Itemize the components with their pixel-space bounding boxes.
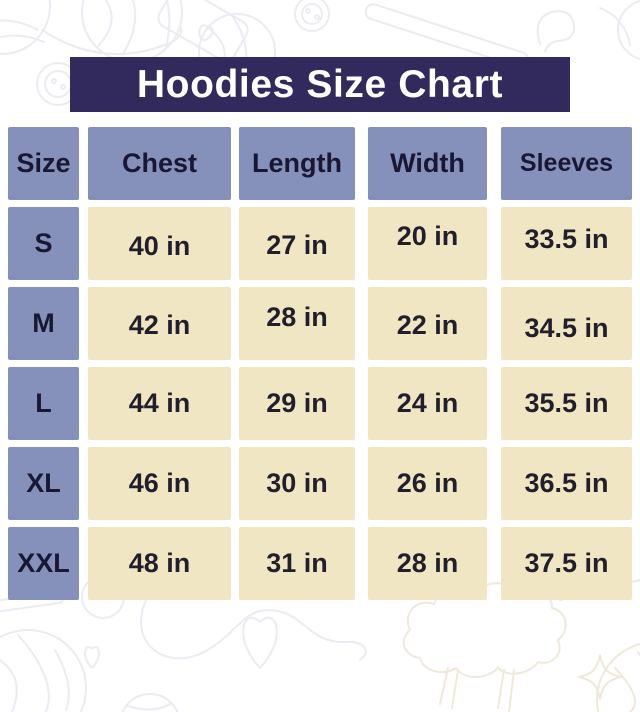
table-row-xl: XL 46 in 30 in 26 in 36.5 in [8, 447, 632, 520]
yarn-ball-icon [599, 0, 640, 60]
cell-width: 20 in [368, 207, 487, 280]
yarn-ball-icon [0, 629, 87, 712]
column-header-width: Width [368, 127, 487, 200]
cell-length: 29 in [239, 367, 355, 440]
cell-chest: 46 in [88, 447, 231, 520]
cell-sleeves: 34.5 in [501, 287, 632, 360]
button-icon [294, 0, 330, 32]
column-header-length: Length [239, 127, 355, 200]
cell-chest: 42 in [88, 287, 231, 360]
cell-width: 28 in [368, 527, 487, 600]
table-row-m: M 42 in 28 in 22 in 34.5 in [8, 287, 632, 360]
cell-chest: 48 in [88, 527, 231, 600]
cell-width: 22 in [368, 287, 487, 360]
cell-sleeves: 36.5 in [501, 447, 632, 520]
column-header-chest: Chest [88, 127, 231, 200]
table-row-s: S 40 in 27 in 20 in 33.5 in [8, 207, 632, 280]
cell-length: 27 in [239, 207, 355, 280]
cell-width: 24 in [368, 367, 487, 440]
cell-sleeves: 35.5 in [501, 367, 632, 440]
cell-length: 28 in [239, 287, 355, 360]
yarn-ball-icon [121, 693, 179, 712]
cell-width: 26 in [368, 447, 487, 520]
yarn-ball-icon [0, 0, 183, 55]
size-label: M [8, 287, 79, 360]
thread-heart-icon [242, 616, 278, 669]
column-header-size: Size [8, 127, 79, 200]
sparkle-icon [578, 654, 622, 700]
cell-sleeves: 33.5 in [501, 207, 632, 280]
table-row-l: L 44 in 29 in 24 in 35.5 in [8, 367, 632, 440]
cell-length: 31 in [239, 527, 355, 600]
size-label: XXL [8, 527, 79, 600]
size-label: XL [8, 447, 79, 520]
title-banner: Hoodies Size Chart [70, 57, 570, 112]
crochet-hook-icon [536, 10, 576, 53]
yarn-ball-icon [596, 642, 640, 712]
cell-sleeves: 37.5 in [501, 527, 632, 600]
column-header-sleeves: Sleeves [501, 127, 632, 200]
cell-length: 30 in [239, 447, 355, 520]
cell-chest: 44 in [88, 367, 231, 440]
table-row-xxl: XXL 48 in 31 in 28 in 37.5 in [8, 527, 632, 600]
size-label: L [8, 367, 79, 440]
heart-icon [84, 646, 100, 669]
thread-squiggle-icon [140, 595, 367, 661]
table-header-row: Size Chest Length Width Sleeves [8, 127, 632, 200]
cell-chest: 40 in [88, 207, 231, 280]
page-title: Hoodies Size Chart [136, 62, 504, 106]
size-label: S [8, 207, 79, 280]
size-chart-table: Size Chest Length Width Sleeves S 40 in … [8, 127, 632, 607]
